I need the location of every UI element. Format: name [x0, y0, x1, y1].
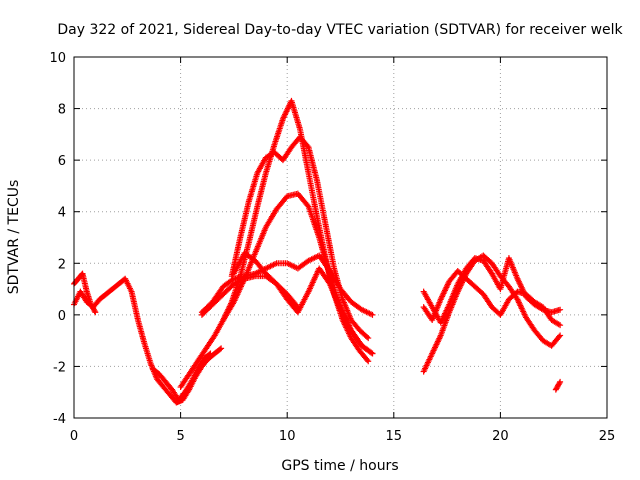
data-point: [556, 333, 563, 340]
data-point: [364, 356, 371, 363]
data-point: [92, 309, 99, 316]
y-tick-label: 2: [58, 257, 66, 272]
data-point: [363, 333, 370, 340]
series-track-3: [149, 350, 214, 403]
x-tick-label: 5: [176, 429, 184, 444]
x-axis-label: GPS time / hours: [281, 458, 398, 474]
y-tick-label: 8: [58, 103, 66, 118]
series-track-8: [230, 249, 376, 357]
data-point: [293, 302, 300, 309]
y-tick-label: 6: [58, 154, 66, 169]
chart-title: Day 322 of 2021, Sidereal Day-to-day VTE…: [57, 22, 623, 38]
x-tick-label: 15: [386, 429, 403, 444]
series-track-12: [420, 268, 564, 329]
data-point: [294, 304, 301, 311]
x-tick-label: 25: [599, 429, 616, 444]
axis-ticks: [73, 56, 608, 419]
series-track-4: [177, 97, 372, 391]
x-tick-labels: 0 5 10 15 20 25: [70, 429, 615, 444]
data-point: [557, 306, 564, 313]
x-tick-label: 0: [70, 429, 78, 444]
x-tick-label: 10: [279, 429, 296, 444]
data-point: [217, 346, 224, 353]
plot-frame: [73, 56, 608, 419]
data-point: [557, 332, 564, 339]
data-point: [207, 350, 214, 357]
series-track-2: [71, 270, 99, 316]
series-track-13: [552, 378, 564, 393]
data-point: [229, 276, 236, 283]
series-track-1: [71, 275, 225, 406]
data-point: [369, 350, 376, 357]
x-tick-label: 20: [492, 429, 509, 444]
data-point: [557, 378, 564, 385]
data-point: [365, 335, 372, 342]
y-tick-label: 10: [49, 51, 66, 66]
data-point: [365, 358, 372, 365]
grid-lines: [74, 57, 607, 418]
y-tick-label: -2: [53, 360, 66, 375]
y-tick-label: 0: [58, 309, 66, 324]
data-point: [206, 351, 213, 358]
y-tick-label: 4: [58, 206, 66, 221]
data-point: [218, 345, 225, 352]
data-point: [91, 307, 98, 314]
y-tick-labels: -4 -2 0 2 4 6 8 10: [49, 51, 66, 427]
y-axis-label: SDTVAR / TECUs: [6, 180, 22, 295]
y-tick-label: -4: [53, 412, 66, 427]
data-point: [557, 322, 564, 329]
series-track-9: [198, 273, 301, 318]
data-points: [71, 97, 564, 406]
series-track-11: [420, 255, 564, 326]
data-point: [556, 380, 563, 387]
data-point: [369, 311, 376, 318]
data-point: [368, 349, 375, 356]
series-track-5: [228, 133, 372, 342]
